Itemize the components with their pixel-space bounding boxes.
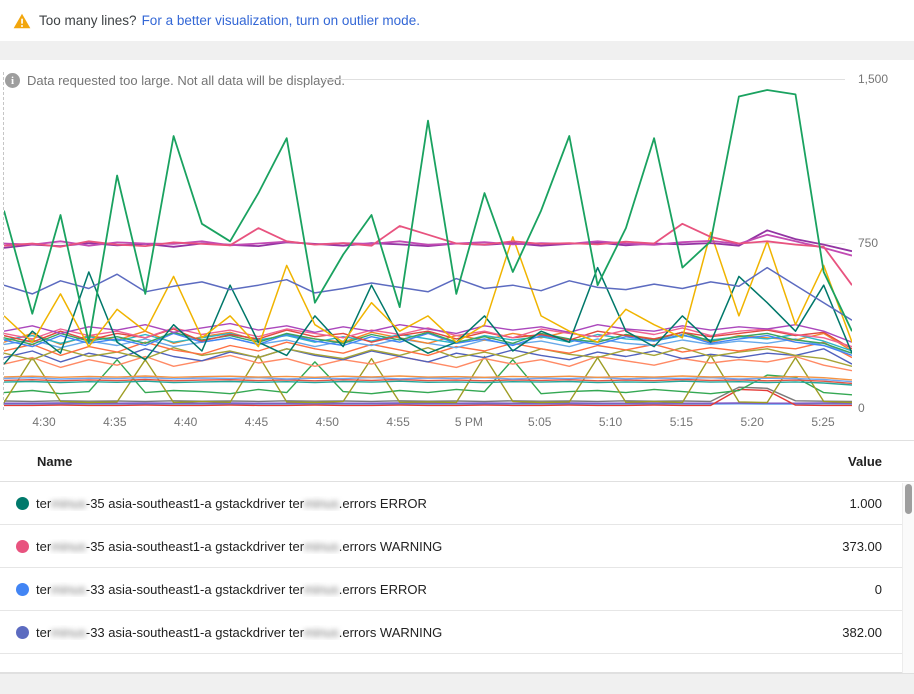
widget-bottom-area <box>0 673 914 694</box>
legend-value: 373.00 <box>842 538 882 554</box>
legend-row[interactable]: terminus-35 asia-southeast1-a gstackdriv… <box>0 525 914 568</box>
series-name: terminus-35 asia-southeast1-a gstackdriv… <box>36 495 427 511</box>
x-axis-tick-label: 4:40 <box>173 415 198 429</box>
x-axis-tick-label: 5:10 <box>598 415 623 429</box>
legend-scrollbar-thumb[interactable] <box>905 484 912 514</box>
series-dot <box>16 539 29 553</box>
legend-rows: terminus-35 asia-southeast1-a gstackdriv… <box>0 482 914 654</box>
x-axis-tick-label: 4:45 <box>244 415 269 429</box>
legend-value: 382.00 <box>842 624 882 640</box>
series-line-salmon <box>4 354 852 372</box>
warning-icon <box>13 13 31 28</box>
y-axis-tick-label: 750 <box>858 236 879 250</box>
y-axis-tick-label: 1,500 <box>858 72 889 86</box>
x-axis-tick-label: 5:25 <box>811 415 835 429</box>
series-name: terminus-35 asia-southeast1-a gstackdriv… <box>36 538 443 554</box>
x-axis-tick-label: 5:20 <box>740 415 764 429</box>
x-axis-labels: 4:30 4:35 4:40 4:45 4:50 4:55 5 PM 5:05 5:10 5:15… <box>0 415 914 431</box>
series-line-royal-blue <box>4 348 852 365</box>
series-line-deep-orange <box>4 341 852 359</box>
series-line-bot-gray <box>4 386 852 403</box>
series-line-dark-teal <box>4 266 852 365</box>
legend-table: Name Value terminus-35 asia-southeast1-a… <box>0 440 914 673</box>
notice-text: Data requested too large. Not all data w… <box>27 73 345 88</box>
series-line-yellow <box>4 231 852 348</box>
legend-row-partial <box>0 654 914 673</box>
x-axis-tick-label: 5:05 <box>528 415 552 429</box>
series-line-flat-orange <box>4 375 852 381</box>
warning-banner: Too many lines? For a better visualizati… <box>0 0 914 41</box>
legend-scrollbar-track[interactable] <box>902 483 914 673</box>
series-dot <box>16 582 29 596</box>
outlier-mode-link[interactable]: For a better visualization, turn on outl… <box>141 13 420 28</box>
y-axis-tick-label: 0 <box>858 401 865 415</box>
legend-name-column-header: Name <box>37 453 73 469</box>
x-axis-tick-label: 5 PM <box>454 415 483 429</box>
chart-left-edge <box>3 72 4 410</box>
info-icon: i <box>5 73 20 88</box>
x-axis-tick-label: 5:15 <box>669 415 694 429</box>
series-line-flat-red <box>4 378 852 385</box>
series-line-blue <box>4 332 852 357</box>
banner-message: Too many lines? <box>39 13 137 28</box>
series-line-pink-band <box>4 327 852 348</box>
series-line-cyan <box>4 332 852 352</box>
legend-value: 1.000 <box>849 495 882 511</box>
legend-row[interactable]: terminus-33 asia-southeast1-a gstackdriv… <box>0 568 914 611</box>
gridline-1500 <box>322 79 845 80</box>
legend-header-row: Name Value <box>0 440 914 482</box>
series-line-green-spiky <box>4 89 852 344</box>
line-chart-plot[interactable] <box>4 79 852 408</box>
series-name: terminus-33 asia-southeast1-a gstackdriv… <box>36 581 427 597</box>
series-line-flat-blue <box>4 376 852 383</box>
section-separator <box>0 41 914 60</box>
x-axis-tick-label: 4:50 <box>315 415 339 429</box>
series-name: terminus-33 asia-southeast1-a gstackdriv… <box>36 624 443 640</box>
series-line-bot-red <box>4 388 852 407</box>
legend-value: 0 <box>874 581 882 597</box>
series-dot <box>16 625 29 639</box>
series-dot <box>16 496 29 510</box>
x-axis-tick-label: 4:35 <box>103 415 127 429</box>
series-line-flat-teal <box>4 380 852 386</box>
x-axis-tick-label: 4:55 <box>386 415 410 429</box>
series-line-green-low <box>4 359 852 396</box>
x-axis-tick-label: 4:30 <box>32 415 56 429</box>
legend-value-column-header: Value <box>848 453 882 469</box>
series-line-violet-band <box>4 322 852 343</box>
legend-row[interactable]: terminus-35 asia-southeast1-a gstackdriv… <box>0 482 914 525</box>
data-truncation-notice: i Data requested too large. Not all data… <box>5 73 345 88</box>
legend-row[interactable]: terminus-33 asia-southeast1-a gstackdriv… <box>0 611 914 654</box>
